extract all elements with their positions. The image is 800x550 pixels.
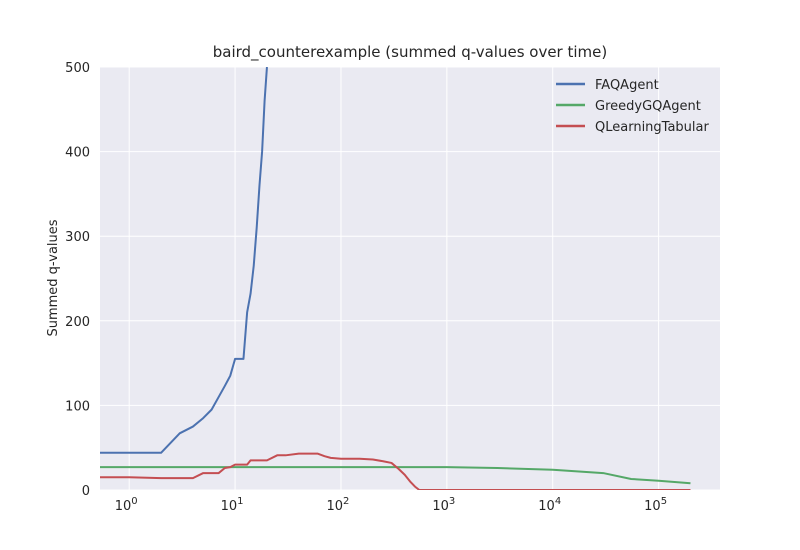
y-tick-label: 300 — [65, 230, 90, 245]
series-lines — [100, 67, 691, 490]
series-line-faqagent — [100, 67, 268, 454]
y-axis-label: Summed q-values — [46, 219, 61, 336]
x-tick-label: 105 — [644, 496, 667, 514]
legend-label: FAQAgent — [595, 78, 659, 93]
x-tick-label: 103 — [432, 496, 455, 514]
x-tick-label: 100 — [115, 496, 138, 514]
chart-title: baird_counterexample (summed q-values ov… — [213, 43, 607, 62]
series-line-greedygqagent — [100, 466, 691, 485]
legend-label: GreedyGQAgent — [595, 99, 701, 114]
y-tick-label: 100 — [65, 399, 90, 414]
grid — [100, 66, 720, 491]
x-tick-label: 101 — [221, 496, 244, 514]
tick-labels: 0 100 200 300 400 500 100 101 102 103 104 105 — [65, 61, 667, 514]
y-tick-label: 500 — [65, 61, 90, 76]
plot-background — [100, 67, 720, 490]
x-tick-label: 102 — [327, 496, 350, 514]
y-tick-label: 200 — [65, 315, 90, 330]
y-tick-label: 0 — [82, 484, 90, 499]
x-tick-label: 104 — [538, 496, 561, 514]
legend: FAQAgent GreedyGQAgent QLearningTabular — [556, 78, 709, 135]
series-line-qlearningtabular — [100, 452, 691, 490]
legend-label: QLearningTabular — [595, 120, 709, 135]
y-tick-label: 400 — [65, 146, 90, 161]
